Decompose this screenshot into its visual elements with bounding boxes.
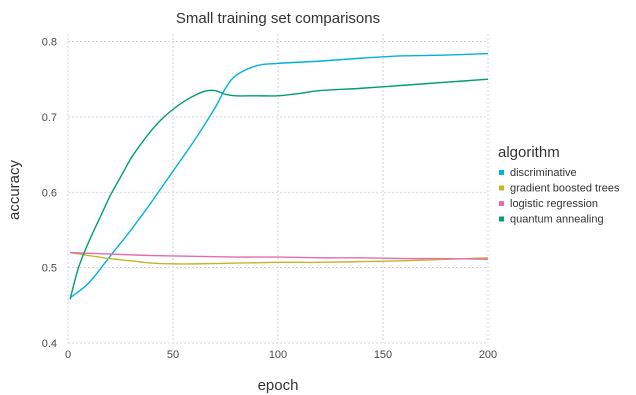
legend-swatch-discriminative — [499, 170, 504, 175]
legend-swatch-logistic-regression — [499, 201, 504, 206]
legend-swatch-gradient-boosted-trees — [499, 185, 504, 191]
legend-label-logistic-regression: logistic regression — [510, 198, 598, 210]
x-tick-label: 200 — [479, 349, 497, 361]
x-axis-label: epoch — [258, 377, 299, 394]
y-axis-label: accuracy — [6, 159, 23, 220]
series-line-discriminative — [69, 52, 489, 299]
chart-title: Small training set comparisons — [176, 10, 380, 27]
y-tick-label: 0.8 — [42, 37, 57, 49]
legend-label-discriminative: discriminative — [510, 167, 577, 179]
legend-title: algorithm — [498, 144, 560, 161]
series-line-gradient-boosted-trees — [69, 251, 489, 265]
y-tick-label: 0.6 — [42, 187, 57, 199]
legend: algorithm discriminative gradient boosted… — [498, 144, 620, 226]
x-tick-label: 100 — [269, 349, 287, 361]
x-tick-label: 50 — [167, 349, 179, 361]
grid — [67, 34, 489, 344]
y-axis-ticks: 0.4 0.5 0.6 0.7 0.8 — [42, 37, 57, 350]
series-line-logistic-regression — [70, 251, 489, 261]
y-tick-label: 0.5 — [42, 263, 57, 275]
y-tick-label: 0.4 — [42, 338, 57, 350]
y-tick-label: 0.7 — [42, 112, 57, 124]
x-axis-ticks: 0 50 100 150 200 — [65, 349, 497, 361]
series-lines — [69, 52, 489, 300]
x-tick-label: 150 — [374, 349, 392, 361]
legend-label-quantum-annealing: quantum annealing — [510, 214, 604, 226]
series-line-quantum-annealing — [69, 78, 489, 300]
x-tick-label: 0 — [65, 349, 71, 361]
legend-label-gradient-boosted-trees: gradient boosted trees — [510, 183, 620, 195]
legend-swatch-quantum-annealing — [499, 216, 504, 222]
